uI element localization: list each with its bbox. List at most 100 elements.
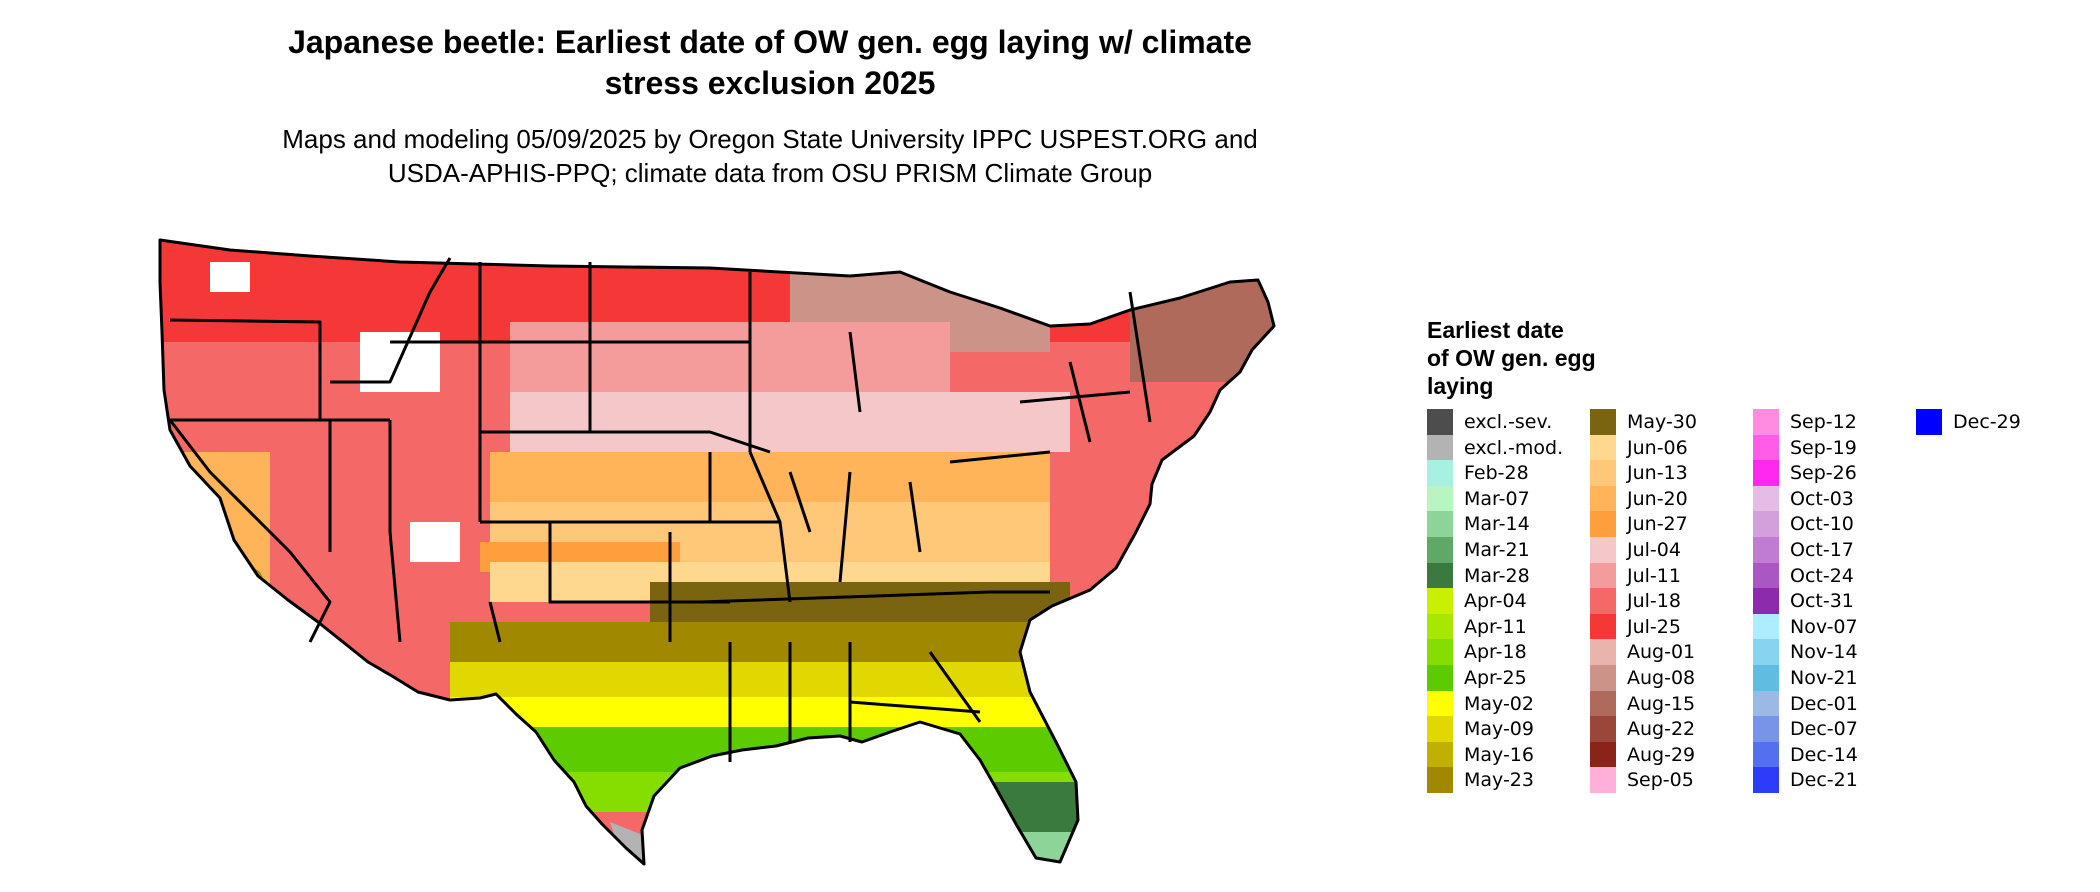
legend-item: May-30 <box>1590 409 1697 435</box>
legend-label: Aug-01 <box>1627 641 1696 664</box>
legend-label: Mar-07 <box>1464 487 1530 510</box>
legend-item: Feb-28 <box>1427 460 1529 487</box>
legend-item: Oct-10 <box>1753 511 1854 538</box>
legend-label: excl.-sev. <box>1464 411 1553 433</box>
legend-swatch <box>1753 537 1779 563</box>
legend-swatch <box>1427 537 1453 563</box>
legend-swatch <box>1753 409 1779 435</box>
legend-swatch <box>1590 409 1616 435</box>
legend-label: excl.-mod. <box>1464 436 1564 459</box>
legend-label: May-02 <box>1464 692 1534 715</box>
legend-item: Aug-22 <box>1590 716 1695 743</box>
legend-item: Jun-27 <box>1590 511 1688 538</box>
legend-swatch <box>1753 767 1779 794</box>
legend-label: Feb-28 <box>1464 462 1529 485</box>
legend-label: Mar-28 <box>1464 564 1530 587</box>
legend-item: Jul-18 <box>1590 588 1681 615</box>
map-subtitle-line1: Maps and modeling 05/09/2025 by Oregon S… <box>282 124 1258 154</box>
legend-swatch <box>1753 665 1779 691</box>
legend-item: Aug-15 <box>1590 690 1696 717</box>
legend-item: May-23 <box>1427 767 1534 794</box>
legend-item: Mar-14 <box>1427 511 1530 538</box>
legend-label: Dec-29 <box>1953 411 2021 433</box>
legend-item: Jul-25 <box>1590 613 1681 640</box>
legend-item: Sep-05 <box>1590 767 1694 794</box>
map-title: Japanese beetle: Earliest date of OW gen… <box>230 22 1310 104</box>
legend-swatch <box>1590 460 1616 487</box>
legend-swatch <box>1590 741 1616 768</box>
legend-title-line2: of OW gen. egg <box>1427 345 1596 371</box>
legend-label: Apr-25 <box>1464 667 1527 689</box>
legend-item: Dec-21 <box>1753 767 1858 794</box>
legend-item: Nov-07 <box>1753 613 1858 640</box>
legend-swatch <box>1590 588 1616 615</box>
legend-label: Nov-21 <box>1790 667 1858 689</box>
legend-swatch <box>1590 716 1616 743</box>
legend-label: Jun-06 <box>1627 436 1688 459</box>
legend-swatch <box>1590 537 1616 563</box>
legend-swatch <box>1427 409 1453 435</box>
legend-label: May-23 <box>1464 769 1534 792</box>
legend-label: Oct-17 <box>1790 539 1854 561</box>
legend-item: Mar-21 <box>1427 537 1530 563</box>
legend-item: May-02 <box>1427 690 1534 717</box>
legend-item: Apr-25 <box>1427 665 1527 691</box>
legend-label: Dec-01 <box>1790 692 1858 715</box>
legend-swatch <box>1427 639 1453 666</box>
legend-swatch <box>1916 409 1942 435</box>
legend-item: Aug-29 <box>1590 741 1696 768</box>
legend-swatch <box>1427 716 1453 743</box>
legend-label: Sep-26 <box>1790 462 1857 485</box>
legend-label: Oct-03 <box>1790 487 1854 510</box>
legend-label: Sep-12 <box>1790 411 1857 433</box>
legend-label: Dec-07 <box>1790 718 1858 741</box>
legend-swatch <box>1427 767 1453 794</box>
legend-swatch <box>1427 588 1453 615</box>
legend-item: Aug-08 <box>1590 665 1695 691</box>
legend-swatch <box>1753 716 1779 743</box>
legend-label: Dec-21 <box>1790 769 1858 792</box>
legend-item: Nov-14 <box>1753 639 1858 666</box>
legend-title-line3: laying <box>1427 373 1494 399</box>
legend-item: Jun-20 <box>1590 485 1688 512</box>
legend-item: Dec-07 <box>1753 716 1858 743</box>
legend-label: Jul-11 <box>1627 564 1681 587</box>
legend-swatch <box>1753 690 1779 717</box>
legend-swatch <box>1590 665 1616 691</box>
legend-swatch <box>1590 485 1616 512</box>
state-borders <box>158 238 1276 866</box>
legend-label: Nov-07 <box>1790 615 1858 638</box>
legend-label: Mar-14 <box>1464 513 1530 536</box>
legend-label: Apr-04 <box>1464 590 1527 613</box>
legend-item: Oct-31 <box>1753 588 1854 615</box>
legend-label: Apr-18 <box>1464 641 1527 664</box>
legend-item: Jul-11 <box>1590 562 1681 589</box>
legend-label: Aug-15 <box>1627 692 1696 715</box>
legend-item: Mar-28 <box>1427 562 1530 589</box>
legend-swatch <box>1753 485 1779 512</box>
legend-label: Jul-04 <box>1627 539 1681 561</box>
legend-item: Apr-04 <box>1427 588 1527 615</box>
legend-swatch <box>1427 434 1453 461</box>
map-subtitle-line2: USDA-APHIS-PPQ; climate data from OSU PR… <box>387 158 1153 188</box>
legend-swatch <box>1427 485 1453 512</box>
legend-swatch <box>1590 562 1616 589</box>
legend-label: Jul-18 <box>1627 590 1681 613</box>
legend-item: Oct-03 <box>1753 485 1854 512</box>
legend-label: Oct-10 <box>1790 513 1854 536</box>
legend-swatch <box>1590 613 1616 640</box>
legend-label: Jul-25 <box>1627 615 1681 638</box>
legend-label: Aug-29 <box>1627 743 1696 766</box>
legend-item: Jul-04 <box>1590 537 1681 563</box>
legend-label: May-30 <box>1627 411 1697 433</box>
map-title-line2: stress exclusion 2025 <box>604 65 936 101</box>
legend-swatch <box>1753 511 1779 538</box>
legend-item: Sep-19 <box>1753 434 1857 461</box>
legend-label: Sep-19 <box>1790 436 1857 459</box>
legend-label: May-16 <box>1464 743 1534 766</box>
legend-item: Nov-21 <box>1753 665 1858 691</box>
legend-item: Aug-01 <box>1590 639 1696 666</box>
legend-label: Jun-20 <box>1627 487 1688 510</box>
legend-label: Nov-14 <box>1790 641 1858 664</box>
legend-swatch <box>1427 460 1453 487</box>
